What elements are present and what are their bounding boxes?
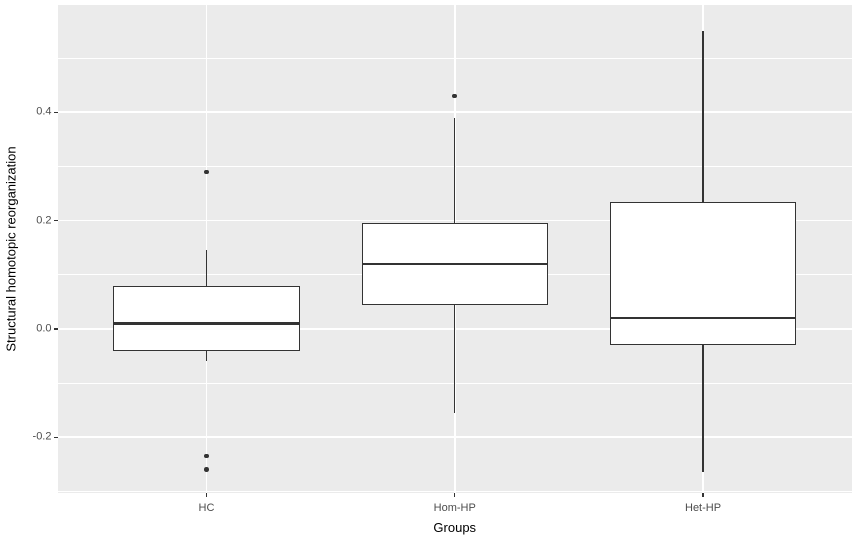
y-tick-label: -0.2 (32, 430, 52, 443)
lower-whisker-hc (205, 350, 208, 362)
lower-whisker-het-hp (702, 345, 704, 473)
x-axis-title: Groups (433, 520, 477, 535)
y-tick-label: 0.4 (36, 105, 52, 118)
outlier-point-hom-hp (452, 93, 458, 99)
outlier-point-hc (204, 453, 209, 459)
outlier-point-hc (204, 467, 209, 472)
upper-whisker-hom-hp (454, 117, 456, 224)
y-tick-mark (53, 436, 58, 438)
x-tick-mark (205, 493, 208, 497)
x-tick-label-het-hp: Het-HP (685, 502, 722, 514)
y-tick-label: 0.0 (36, 322, 52, 335)
median-line-hom-hp (361, 262, 548, 266)
upper-whisker-hc (205, 250, 208, 286)
median-line-het-hp (609, 316, 797, 320)
median-line-hc (113, 322, 300, 325)
x-tick-label-hc: HC (198, 502, 215, 514)
boxplot-box-hc (113, 285, 300, 351)
boxplot-box-het-hp (609, 201, 797, 346)
y-tick-mark (53, 328, 58, 330)
y-tick-mark (53, 219, 58, 222)
y-tick-label: 0.2 (36, 214, 52, 227)
y-axis-title: Structural homotopic reorganization (3, 146, 19, 352)
outlier-point-hc (204, 169, 209, 175)
x-tick-label-hom-hp: Hom-HP (433, 502, 476, 514)
lower-whisker-hom-hp (454, 304, 456, 413)
y-tick-mark (53, 111, 58, 113)
x-tick-mark (454, 493, 456, 497)
category-gridline (205, 5, 208, 493)
x-tick-mark (702, 493, 704, 497)
upper-whisker-het-hp (702, 30, 704, 202)
